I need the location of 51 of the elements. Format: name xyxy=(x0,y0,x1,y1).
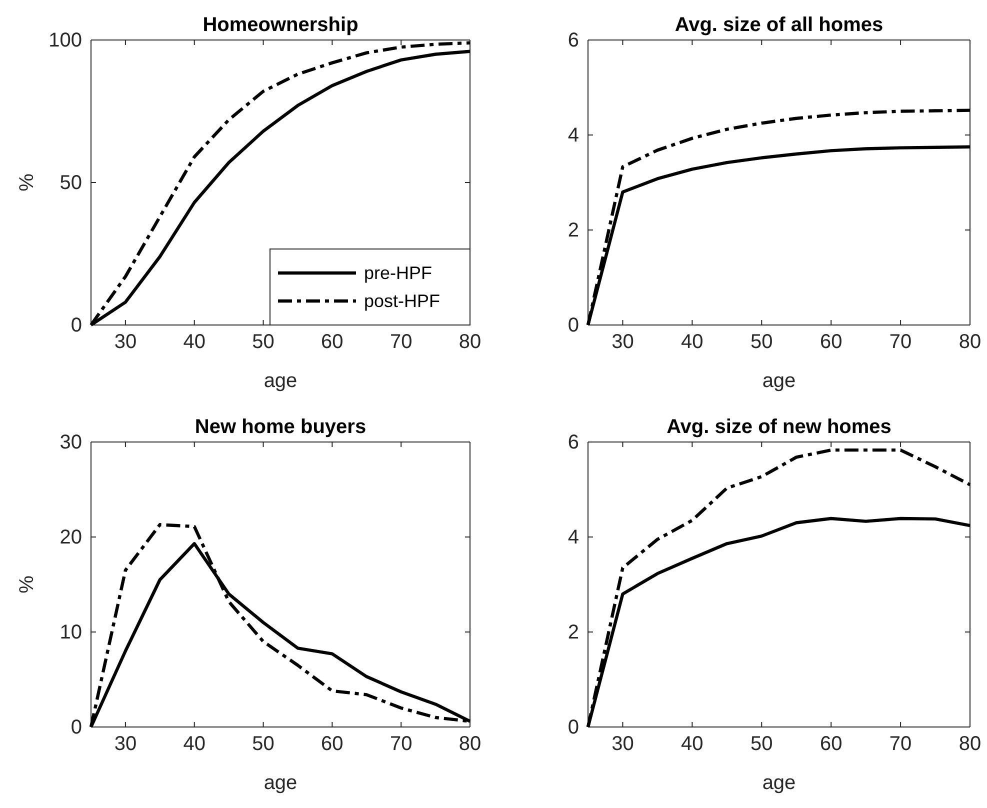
x-tick-label: 60 xyxy=(321,733,344,756)
y-tick-label: 0 xyxy=(70,716,82,738)
x-tick-label: 30 xyxy=(114,331,137,354)
x-tick-label: 30 xyxy=(612,733,634,756)
legend-label: post-HPF xyxy=(364,291,440,311)
x-tick-label: 70 xyxy=(889,331,912,354)
x-tick-label: 50 xyxy=(252,733,274,756)
x-tick-label: 60 xyxy=(820,331,842,354)
y-tick-label: 20 xyxy=(60,526,82,548)
x-tick-label: 80 xyxy=(458,331,482,354)
x-tick-label: 70 xyxy=(889,733,912,756)
chart-title: Avg. size of new homes xyxy=(666,416,892,438)
x-axis-title: age xyxy=(264,772,298,794)
chart-title: Avg. size of all homes xyxy=(674,14,884,36)
y-tick-label: 4 xyxy=(568,124,579,146)
y-axis-title: % xyxy=(16,173,38,192)
x-tick-label: 30 xyxy=(612,331,634,354)
x-tick-label: 80 xyxy=(958,733,982,756)
x-tick-label: 70 xyxy=(390,331,412,354)
x-tick-label: 60 xyxy=(820,733,842,756)
x-tick-label: 80 xyxy=(458,733,482,756)
x-tick-label: 40 xyxy=(183,331,206,354)
y-tick-label: 50 xyxy=(60,172,82,194)
x-tick-label: 30 xyxy=(114,733,137,756)
x-tick-label: 40 xyxy=(681,733,704,756)
y-tick-label: 0 xyxy=(70,314,82,336)
y-tick-label: 4 xyxy=(568,526,579,548)
x-tick-label: 70 xyxy=(390,733,412,756)
x-axis-title: age xyxy=(762,370,796,392)
chart-title: Homeownership xyxy=(202,14,358,36)
y-tick-label: 0 xyxy=(568,314,579,336)
y-axis-title: % xyxy=(16,575,38,594)
x-tick-label: 80 xyxy=(958,331,982,354)
x-tick-label: 40 xyxy=(183,733,206,756)
y-tick-label: 6 xyxy=(568,29,579,52)
x-tick-label: 40 xyxy=(681,331,704,354)
y-tick-label: 10 xyxy=(60,621,82,644)
y-tick-label: 6 xyxy=(568,431,579,454)
y-tick-label: 2 xyxy=(568,219,579,242)
y-tick-label: 30 xyxy=(60,431,82,454)
y-tick-label: 2 xyxy=(568,621,579,644)
chart-title: New home buyers xyxy=(194,416,366,438)
x-axis-title: age xyxy=(762,772,796,794)
x-tick-label: 60 xyxy=(321,331,344,354)
y-tick-label: 100 xyxy=(48,29,82,52)
x-tick-label: 50 xyxy=(252,331,274,354)
x-tick-label: 50 xyxy=(750,331,773,354)
y-tick-label: 0 xyxy=(568,716,579,738)
x-tick-label: 50 xyxy=(750,733,773,756)
x-axis-title: age xyxy=(264,370,298,392)
legend-label: pre-HPF xyxy=(364,263,432,283)
